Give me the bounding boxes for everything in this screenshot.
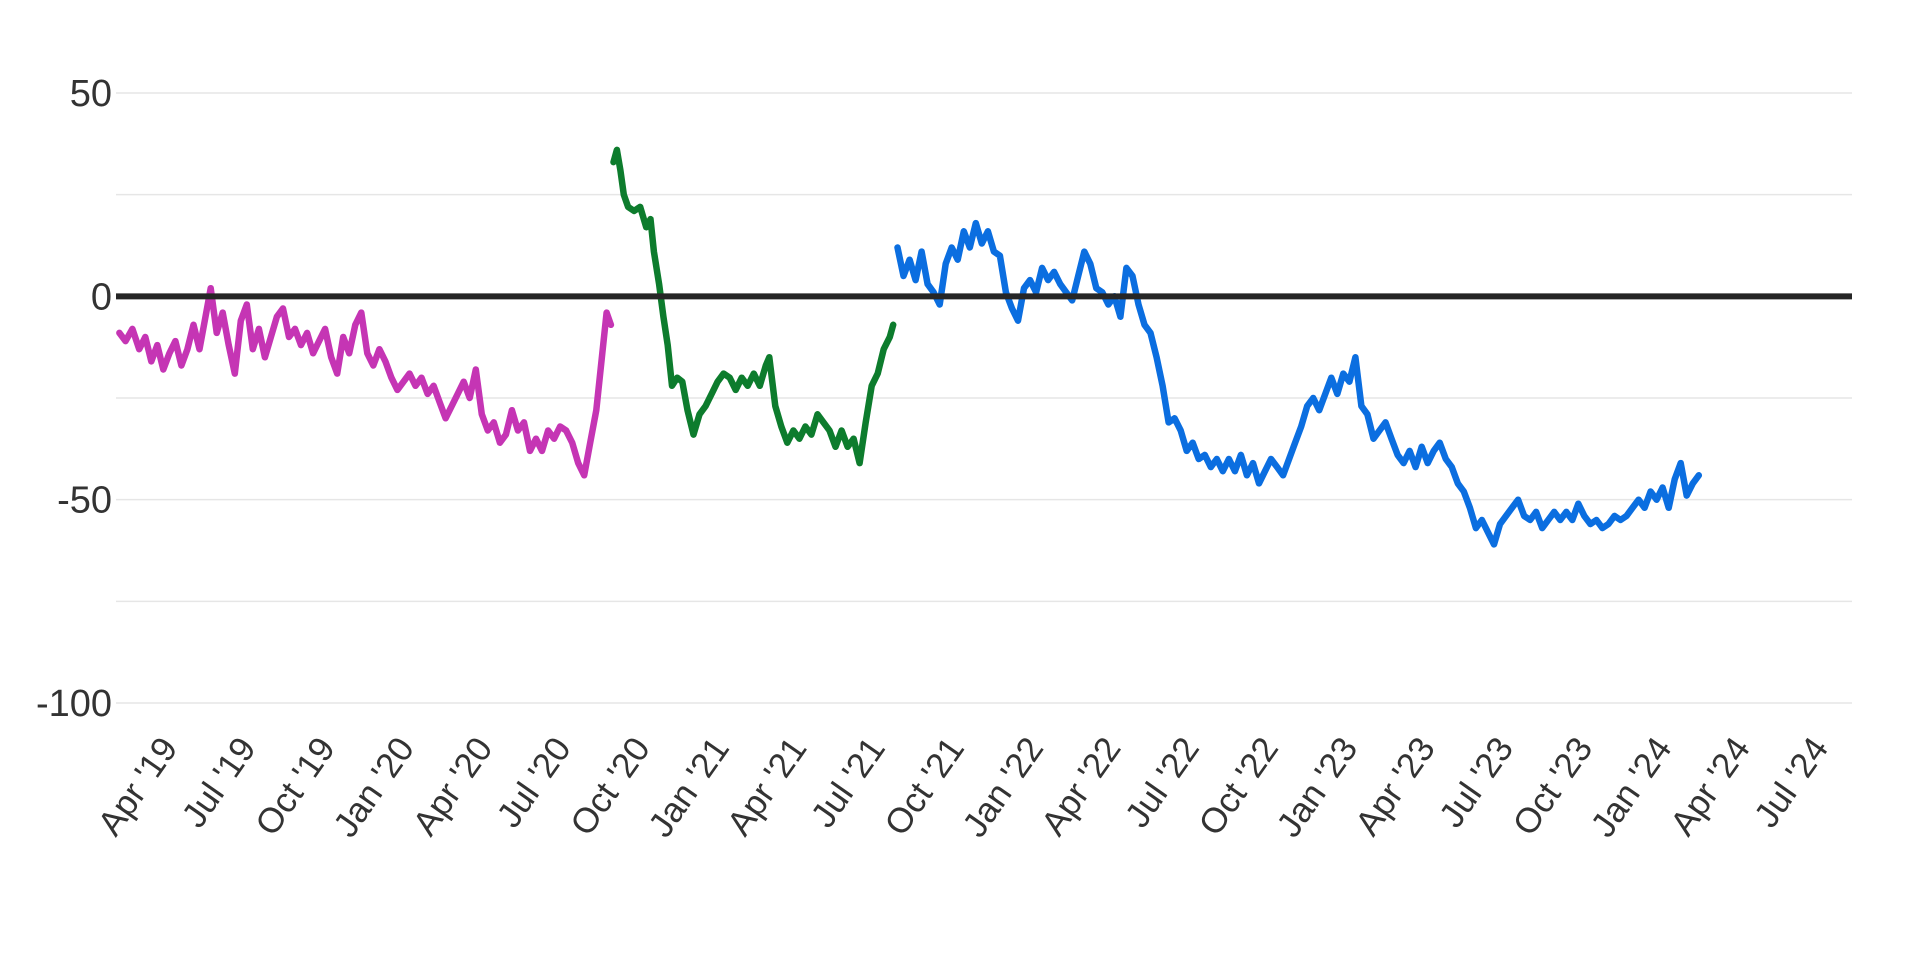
x-tick-label: Jul '24 (1747, 730, 1836, 834)
x-tick-label: Oct '23 (1505, 730, 1600, 842)
series-lines (116, 146, 1703, 548)
x-tick-label: Apr '20 (405, 730, 500, 842)
x-tick-label: Jan '22 (955, 730, 1051, 844)
x-tick-label: Apr '24 (1663, 730, 1758, 842)
x-tick-label: Oct '19 (248, 730, 343, 842)
series-line-3 (894, 219, 1703, 548)
series-line-2 (610, 146, 897, 467)
y-tick-label: -100 (36, 683, 112, 725)
y-tick-label: -50 (57, 480, 112, 522)
y-axis-tick-labels: 50 0 -50 -100 (36, 73, 112, 725)
y-tick-label: 50 (70, 73, 112, 115)
x-tick-label: Apr '19 (90, 730, 185, 842)
x-tick-label: Apr '23 (1348, 730, 1443, 842)
x-tick-label: Oct '21 (877, 730, 972, 842)
x-tick-label: Jan '24 (1583, 730, 1679, 844)
x-tick-label: Apr '22 (1034, 730, 1129, 842)
x-tick-label: Oct '20 (563, 730, 658, 842)
y-tick-label: 0 (91, 276, 112, 318)
x-tick-label: Apr '21 (720, 730, 815, 842)
x-tick-label: Jan '21 (641, 730, 737, 844)
x-tick-label: Oct '22 (1191, 730, 1286, 842)
gridlines (116, 92, 1852, 704)
x-tick-label: Jan '23 (1269, 730, 1365, 844)
x-tick-label: Jan '20 (326, 730, 422, 844)
series-line-1 (116, 284, 615, 479)
